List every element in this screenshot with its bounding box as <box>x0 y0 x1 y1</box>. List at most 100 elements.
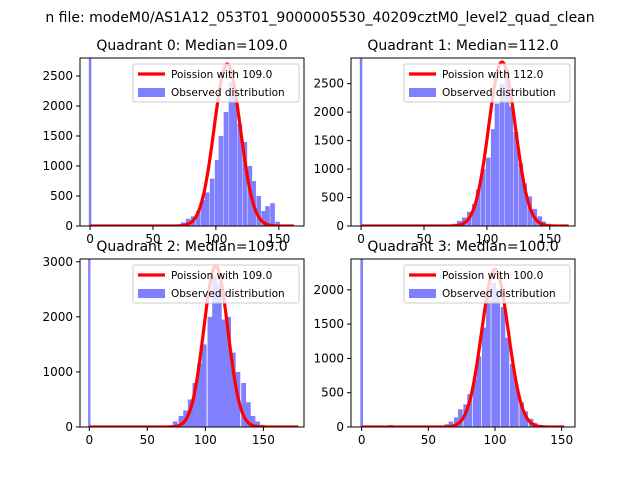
legend-label-observed: Observed distribution <box>442 288 556 300</box>
y-tick-label: 1000 <box>42 365 73 379</box>
histogram-bar <box>482 327 487 427</box>
y-tick-label: 0 <box>65 219 73 233</box>
histogram-bar <box>195 211 201 226</box>
axes-frame <box>79 258 305 428</box>
y-tick-label: 2000 <box>42 99 73 113</box>
histogram-bar <box>250 415 256 427</box>
subplot-title: Quadrant 2: Median=109.0 <box>96 239 287 255</box>
legend-bar-swatch <box>138 88 165 97</box>
histogram-bar <box>245 402 251 427</box>
x-tick-label: 50 <box>416 232 431 246</box>
histogram-bar <box>486 296 491 427</box>
y-tick-label: 3000 <box>42 255 73 269</box>
y-tick-label: 1500 <box>42 129 73 143</box>
legend-box <box>403 63 571 103</box>
histogram-bar <box>218 136 224 226</box>
histogram-bar <box>513 132 519 226</box>
histogram-bar <box>504 69 510 226</box>
y-tick-label: 2000 <box>313 283 344 297</box>
y-tick-label: 2000 <box>313 105 344 119</box>
histogram-bar <box>458 409 463 427</box>
legend-box <box>403 264 571 304</box>
histogram-bar <box>476 356 482 427</box>
histogram-bar <box>448 421 454 427</box>
histogram-bar <box>221 319 227 427</box>
histogram-bar <box>491 283 496 427</box>
x-tick-label: 0 <box>358 433 366 447</box>
y-tick-label: 500 <box>321 386 344 400</box>
axes-frame <box>79 57 305 227</box>
legend-label-poisson: Poission with 109.0 <box>171 270 272 282</box>
legend: Poission with 112.0 Observed distribution <box>403 63 571 103</box>
histogram-bar <box>228 82 234 226</box>
subplot-quadrant-2: 0 50 100 150 0 1000 2000 3000 Quadrant 2: Median… <box>42 239 305 447</box>
histogram-bar <box>209 178 215 226</box>
histogram-bar <box>514 384 519 427</box>
subplot-title: Quadrant 0: Median=109.0 <box>96 38 287 54</box>
legend: Poission with 109.0 Observed distribution <box>132 264 300 304</box>
y-tick-label: 0 <box>336 420 344 434</box>
histogram-bar <box>256 196 262 226</box>
histogram-bar <box>241 382 247 427</box>
histogram-bar <box>523 411 528 427</box>
histogram-bar-zero-spike <box>360 259 363 427</box>
histogram-bar <box>261 211 267 226</box>
y-tick-label: 500 <box>50 189 73 203</box>
histogram-bar <box>504 337 510 427</box>
histogram-bar <box>201 344 207 427</box>
histogram-bar <box>490 129 496 226</box>
histogram-bar <box>214 160 220 226</box>
histogram-bar <box>522 183 527 226</box>
x-tick-label: 100 <box>475 232 498 246</box>
histogram-bar <box>226 316 231 427</box>
histogram-bar <box>494 103 500 226</box>
histogram-bar <box>200 200 206 226</box>
histogram-bar-zero-spike <box>88 58 92 226</box>
histogram-bar-zero-spike <box>88 259 91 427</box>
figure-suptitle: n file: modeM0/AS1A12_053T01_9000005530_… <box>45 10 594 26</box>
legend-label-poisson: Poission with 109.0 <box>171 69 272 81</box>
histogram-bar <box>275 221 280 226</box>
x-tick-label: 100 <box>194 433 217 447</box>
poisson-curve <box>360 267 566 427</box>
legend-box <box>132 264 300 304</box>
legend-box <box>132 63 300 103</box>
histogram-bar <box>480 169 486 226</box>
histogram-bar <box>518 163 524 226</box>
y-tick-label: 2500 <box>313 77 344 91</box>
histogram-bar <box>472 379 478 427</box>
x-tick-label: 50 <box>145 232 160 246</box>
histogram-bars <box>360 259 547 427</box>
x-tick-label: 50 <box>140 433 155 447</box>
x-tick-label: 150 <box>267 232 290 246</box>
y-tick-label: 2500 <box>42 69 73 83</box>
legend-label-observed: Observed distribution <box>171 288 285 300</box>
x-tick-label: 150 <box>550 433 573 447</box>
histogram-bar <box>212 275 218 427</box>
x-tick-label: 0 <box>85 433 93 447</box>
legend-label-poisson: Poission with 100.0 <box>442 270 543 282</box>
histogram-bar <box>192 382 198 427</box>
histogram-bar <box>232 94 238 226</box>
legend: Poission with 109.0 Observed distribution <box>132 63 300 103</box>
histogram-bar <box>454 417 459 427</box>
histogram-bar <box>172 421 178 427</box>
histogram-bar <box>485 157 491 226</box>
histogram-bar <box>197 363 202 427</box>
histogram-bar <box>508 106 514 226</box>
histogram-bar <box>519 402 524 427</box>
x-tick-label: 50 <box>421 433 436 447</box>
histogram-bar <box>230 352 236 427</box>
subplot-title: Quadrant 3: Median=100.0 <box>367 239 558 255</box>
y-tick-label: 1000 <box>313 162 344 176</box>
y-tick-label: 1500 <box>313 134 344 148</box>
y-tick-label: 1500 <box>313 317 344 331</box>
histogram-bar <box>270 203 275 226</box>
histogram-bar <box>255 421 261 427</box>
histogram-bar <box>475 189 481 226</box>
axes-frame <box>350 57 576 227</box>
histogram-bar <box>499 83 505 226</box>
